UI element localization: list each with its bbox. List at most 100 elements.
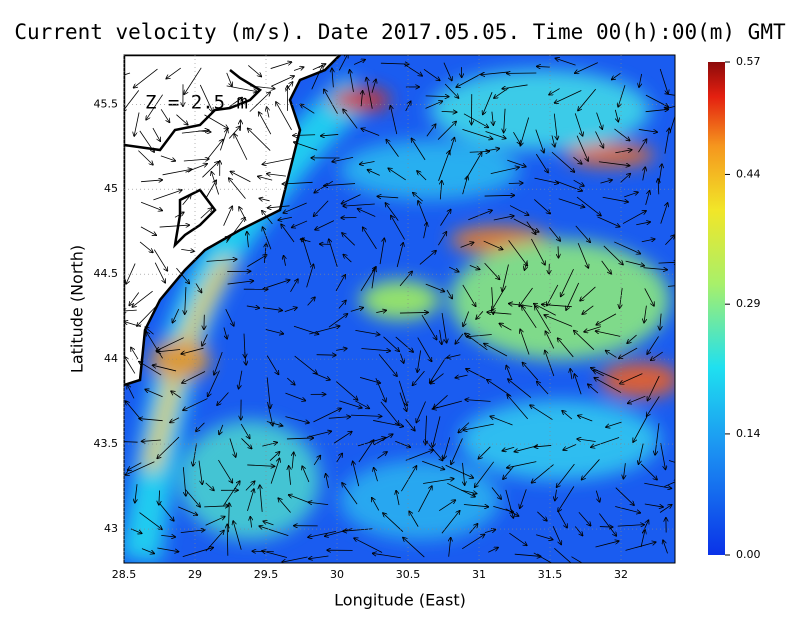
arrow bbox=[307, 297, 315, 306]
arrow bbox=[176, 267, 189, 283]
arrow bbox=[326, 474, 329, 489]
arrow bbox=[535, 153, 548, 172]
arrow bbox=[638, 139, 646, 153]
arrow bbox=[455, 333, 464, 344]
arrow bbox=[507, 461, 537, 468]
arrow bbox=[140, 226, 156, 235]
arrow bbox=[645, 109, 669, 111]
arrow bbox=[416, 401, 426, 423]
arrow bbox=[206, 259, 237, 261]
arrow bbox=[576, 196, 601, 216]
arrow bbox=[373, 420, 403, 426]
arrow bbox=[430, 357, 446, 383]
arrow bbox=[284, 308, 297, 313]
arrow bbox=[198, 131, 210, 132]
arrow bbox=[448, 266, 459, 272]
arrow bbox=[284, 256, 286, 266]
arrow bbox=[557, 463, 575, 487]
arrow bbox=[439, 500, 455, 512]
arrow bbox=[403, 538, 425, 558]
arrow bbox=[162, 169, 192, 176]
arrow bbox=[465, 400, 491, 402]
arrow bbox=[293, 135, 316, 136]
arrow bbox=[233, 521, 242, 550]
arrow bbox=[289, 466, 291, 485]
arrow bbox=[668, 460, 675, 463]
arrow bbox=[286, 438, 313, 439]
arrow bbox=[129, 292, 140, 306]
arrow bbox=[578, 511, 591, 525]
arrow bbox=[624, 192, 638, 198]
arrow bbox=[640, 530, 645, 548]
arrow bbox=[545, 331, 555, 349]
arrow bbox=[181, 130, 209, 134]
arrow bbox=[125, 357, 136, 374]
arrow bbox=[504, 108, 505, 133]
arrow bbox=[171, 391, 181, 399]
arrow bbox=[462, 462, 464, 485]
arrow bbox=[625, 260, 645, 266]
arrow bbox=[580, 286, 596, 301]
arrow bbox=[603, 245, 623, 265]
arrow bbox=[268, 206, 290, 208]
arrow bbox=[469, 524, 478, 534]
arrow bbox=[421, 314, 437, 340]
arrow bbox=[196, 422, 205, 432]
arrow bbox=[391, 216, 405, 240]
arrow bbox=[481, 71, 509, 75]
arrow bbox=[139, 512, 162, 530]
arrow bbox=[395, 336, 413, 352]
arrow bbox=[245, 352, 246, 365]
arrow bbox=[205, 517, 225, 526]
arrow bbox=[315, 220, 335, 230]
arrow bbox=[300, 104, 315, 114]
arrow bbox=[383, 336, 400, 351]
arrow bbox=[185, 164, 208, 173]
arrow bbox=[281, 224, 295, 243]
arrow bbox=[373, 434, 393, 446]
arrow bbox=[438, 232, 446, 246]
arrow bbox=[361, 91, 362, 107]
arrow bbox=[309, 555, 329, 559]
arrow bbox=[549, 88, 560, 95]
arrow bbox=[193, 443, 197, 465]
arrow bbox=[664, 128, 669, 154]
arrow bbox=[195, 283, 202, 293]
arrow bbox=[524, 260, 527, 270]
arrow bbox=[423, 479, 454, 484]
arrow bbox=[379, 238, 384, 265]
arrow bbox=[240, 423, 250, 438]
arrow bbox=[469, 264, 480, 269]
arrow bbox=[612, 73, 621, 79]
arrow bbox=[306, 264, 314, 288]
colorbar-tick-label: 0.14 bbox=[736, 427, 761, 440]
arrow bbox=[542, 304, 572, 306]
arrow bbox=[499, 323, 512, 331]
arrow bbox=[595, 490, 599, 502]
arrow bbox=[226, 218, 245, 243]
arrow bbox=[205, 530, 224, 552]
arrow bbox=[399, 271, 412, 287]
arrow bbox=[375, 378, 386, 402]
arrow bbox=[185, 489, 201, 507]
arrow bbox=[360, 377, 380, 383]
arrow bbox=[508, 183, 523, 184]
arrow bbox=[615, 506, 640, 512]
arrow bbox=[206, 237, 229, 249]
arrow bbox=[353, 461, 360, 487]
arrow bbox=[250, 85, 274, 89]
arrow bbox=[198, 460, 202, 485]
arrow bbox=[440, 329, 442, 344]
arrow bbox=[509, 304, 533, 307]
arrow bbox=[622, 211, 646, 224]
arrow bbox=[178, 506, 197, 515]
arrow bbox=[259, 526, 289, 537]
arrow bbox=[600, 180, 612, 184]
arrow bbox=[266, 377, 270, 408]
arrow bbox=[664, 93, 675, 96]
arrow bbox=[174, 212, 184, 218]
arrow bbox=[325, 528, 353, 536]
arrow bbox=[160, 155, 175, 161]
arrow bbox=[508, 379, 532, 398]
arrow bbox=[509, 205, 529, 216]
